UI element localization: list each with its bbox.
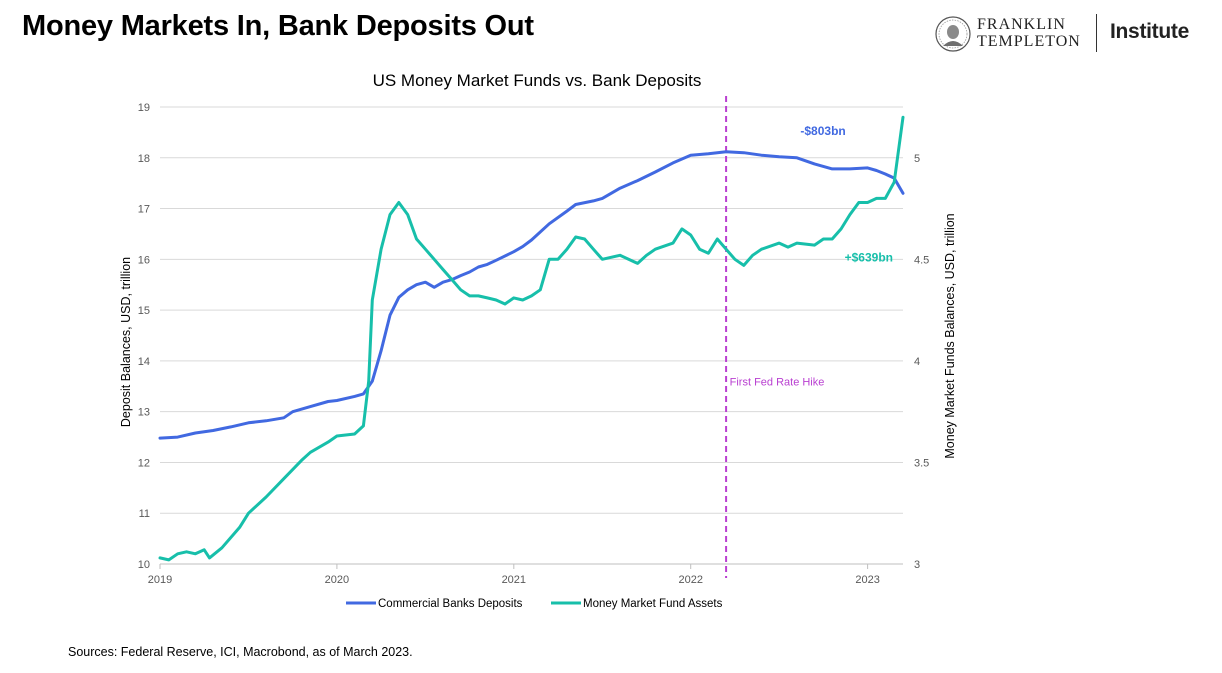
left-tick-label: 15 [138,305,150,317]
right-tick-label: 3.5 [914,457,929,469]
left-tick-label: 13 [138,407,150,419]
left-tick-label: 10 [138,559,150,571]
rate-hike-label: First Fed Rate Hike [730,376,825,388]
x-tick-label: 2019 [148,574,172,586]
series-line-money-market-fund-assets [158,115,905,562]
brand-name-line1: FRANKLIN [977,16,1066,33]
left-tick-label: 18 [138,153,150,165]
mmf-change-annotation: +$639bn [845,250,893,264]
legend-label-deposits: Commercial Banks Deposits [378,598,523,610]
brand-name: FRANKLIN TEMPLETON [977,16,1081,50]
brand-name-line2: TEMPLETON [977,33,1081,50]
brand-product: Institute [1110,20,1189,43]
right-tick-label: 4 [914,356,920,368]
left-tick-label: 12 [138,457,150,469]
brand-logo: FRANKLIN TEMPLETON Institute [935,14,1205,54]
left-tick-label: 19 [138,102,150,114]
x-tick-label: 2023 [855,574,879,586]
left-tick-label: 11 [139,508,150,520]
left-axis-ticks: 10 11 12 13 14 15 16 17 18 19 [138,102,150,571]
page-title: Money Markets In, Bank Deposits Out [22,10,534,42]
franklin-portrait-icon [935,16,971,52]
right-axis-ticks: 3 3.5 4 4.5 5 [914,153,929,571]
series-line-commercial-banks-deposits [158,150,905,440]
right-axis-label: Money Market Funds Balances, USD, trilli… [943,213,957,458]
left-tick-label: 16 [138,254,150,266]
left-axis-label: Deposit Balances, USD, trillion [119,257,133,427]
x-axis-ticks: 2019 2020 2021 2022 2023 [148,564,880,586]
right-tick-label: 5 [914,153,920,165]
gridlines [160,106,903,565]
left-tick-label: 14 [138,356,150,368]
brand-divider [1096,14,1097,52]
source-note: Sources: Federal Reserve, ICI, Macrobond… [68,645,413,659]
chart-title: US Money Market Funds vs. Bank Deposits [373,71,702,90]
x-tick-label: 2021 [502,574,526,586]
deposits-change-annotation: -$803bn [800,124,845,138]
right-tick-label: 4.5 [914,254,929,266]
left-tick-label: 17 [138,204,150,216]
legend: Commercial Banks Deposits Money Market F… [346,598,723,610]
x-tick-label: 2022 [678,574,702,586]
right-tick-label: 3 [914,559,920,571]
legend-label-mmf: Money Market Fund Assets [583,598,723,610]
x-tick-label: 2020 [325,574,349,586]
